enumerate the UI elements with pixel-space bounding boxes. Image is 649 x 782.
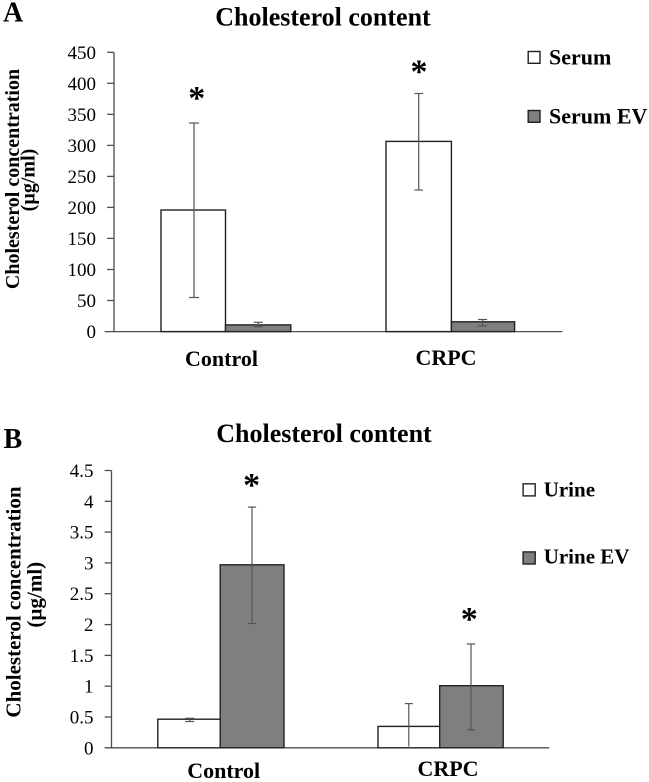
svg-text:Serum: Serum	[549, 45, 611, 70]
svg-text:1: 1	[84, 677, 94, 698]
svg-text:Cholesterol concentration: Cholesterol concentration	[2, 486, 26, 717]
svg-text:4: 4	[84, 492, 94, 513]
svg-text:Cholesterol content: Cholesterol content	[215, 3, 431, 32]
svg-text:CRPC: CRPC	[417, 756, 478, 781]
svg-text:Cholesterol content: Cholesterol content	[216, 419, 432, 448]
svg-text:200: 200	[68, 198, 97, 219]
svg-text:*: *	[243, 467, 260, 504]
svg-text:Urine EV: Urine EV	[544, 545, 630, 569]
svg-text:Urine: Urine	[544, 478, 595, 502]
svg-text:Control: Control	[185, 346, 258, 371]
svg-text:B: B	[4, 424, 23, 455]
svg-text:0: 0	[84, 738, 94, 759]
svg-text:0.5: 0.5	[70, 708, 94, 729]
svg-text:3.5: 3.5	[70, 523, 94, 544]
svg-text:4.5: 4.5	[70, 461, 94, 482]
svg-text:(µg/ml): (µg/ml)	[18, 149, 40, 212]
svg-text:350: 350	[68, 105, 97, 126]
svg-text:*: *	[461, 601, 478, 638]
svg-text:Control: Control	[187, 758, 260, 782]
svg-text:Serum EV: Serum EV	[549, 104, 648, 129]
svg-text:150: 150	[68, 229, 97, 250]
svg-text:1.5: 1.5	[70, 646, 94, 667]
svg-text:2.5: 2.5	[70, 584, 94, 605]
svg-text:50: 50	[77, 291, 96, 312]
svg-text:100: 100	[68, 260, 97, 281]
svg-text:(µg/ml): (µg/ml)	[23, 562, 47, 628]
svg-text:CRPC: CRPC	[415, 345, 476, 370]
svg-text:3: 3	[84, 553, 94, 574]
svg-text:A: A	[3, 0, 24, 29]
svg-text:2: 2	[84, 615, 94, 636]
svg-text:Cholesterol concentration: Cholesterol concentration	[2, 69, 24, 289]
svg-text:450: 450	[68, 43, 97, 64]
svg-text:*: *	[411, 54, 428, 91]
svg-text:300: 300	[68, 136, 97, 157]
svg-text:0: 0	[87, 322, 97, 343]
svg-text:250: 250	[68, 167, 97, 188]
svg-text:*: *	[188, 80, 205, 117]
svg-text:400: 400	[68, 74, 97, 95]
